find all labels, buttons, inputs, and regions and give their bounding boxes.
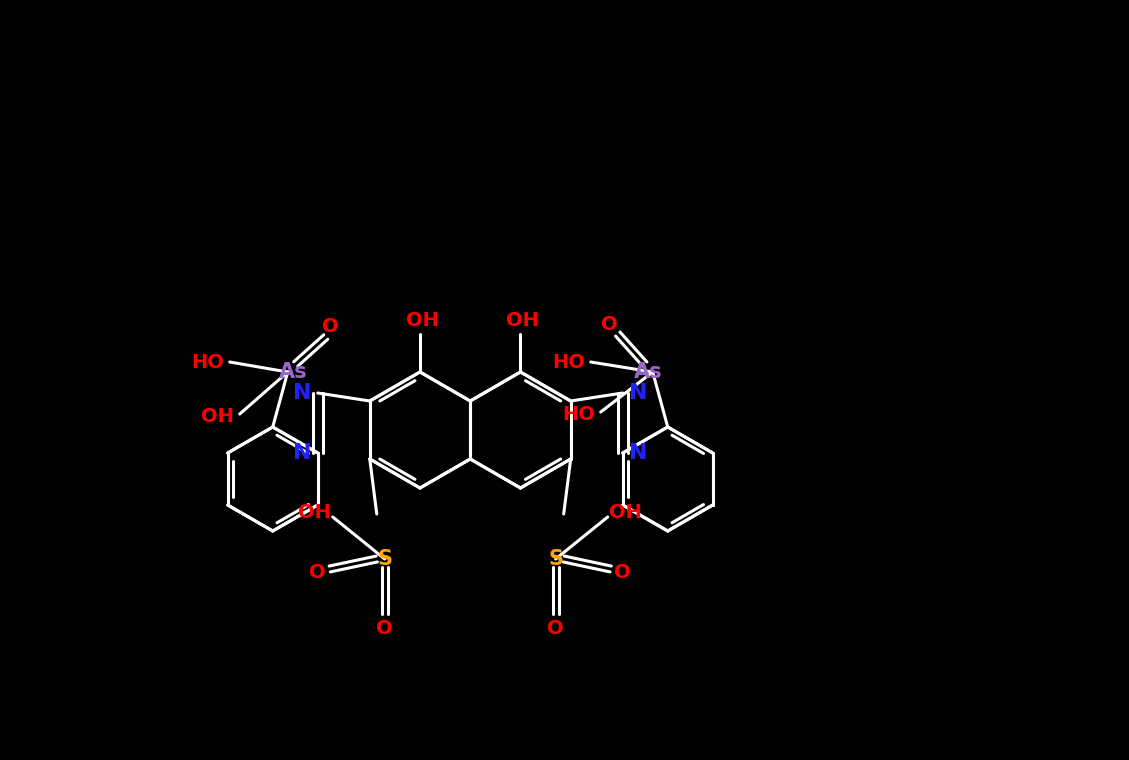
Text: S: S <box>377 549 392 569</box>
Text: OH: OH <box>201 407 234 426</box>
Text: N: N <box>630 443 648 463</box>
Text: As: As <box>633 362 662 382</box>
Text: OH: OH <box>610 502 642 521</box>
Text: O: O <box>614 562 631 581</box>
Text: O: O <box>376 619 393 638</box>
Text: As: As <box>279 362 307 382</box>
Text: OH: OH <box>506 312 539 331</box>
Text: N: N <box>292 443 310 463</box>
Text: O: O <box>602 315 618 334</box>
Text: N: N <box>292 383 310 403</box>
Text: N: N <box>630 383 648 403</box>
Text: HO: HO <box>562 406 595 425</box>
Text: O: O <box>548 619 564 638</box>
Text: OH: OH <box>298 502 331 521</box>
Text: OH: OH <box>405 312 438 331</box>
Text: O: O <box>309 562 326 581</box>
Text: HO: HO <box>552 353 585 372</box>
Text: S: S <box>549 549 563 569</box>
Text: HO: HO <box>191 353 225 372</box>
Text: O: O <box>323 318 339 337</box>
